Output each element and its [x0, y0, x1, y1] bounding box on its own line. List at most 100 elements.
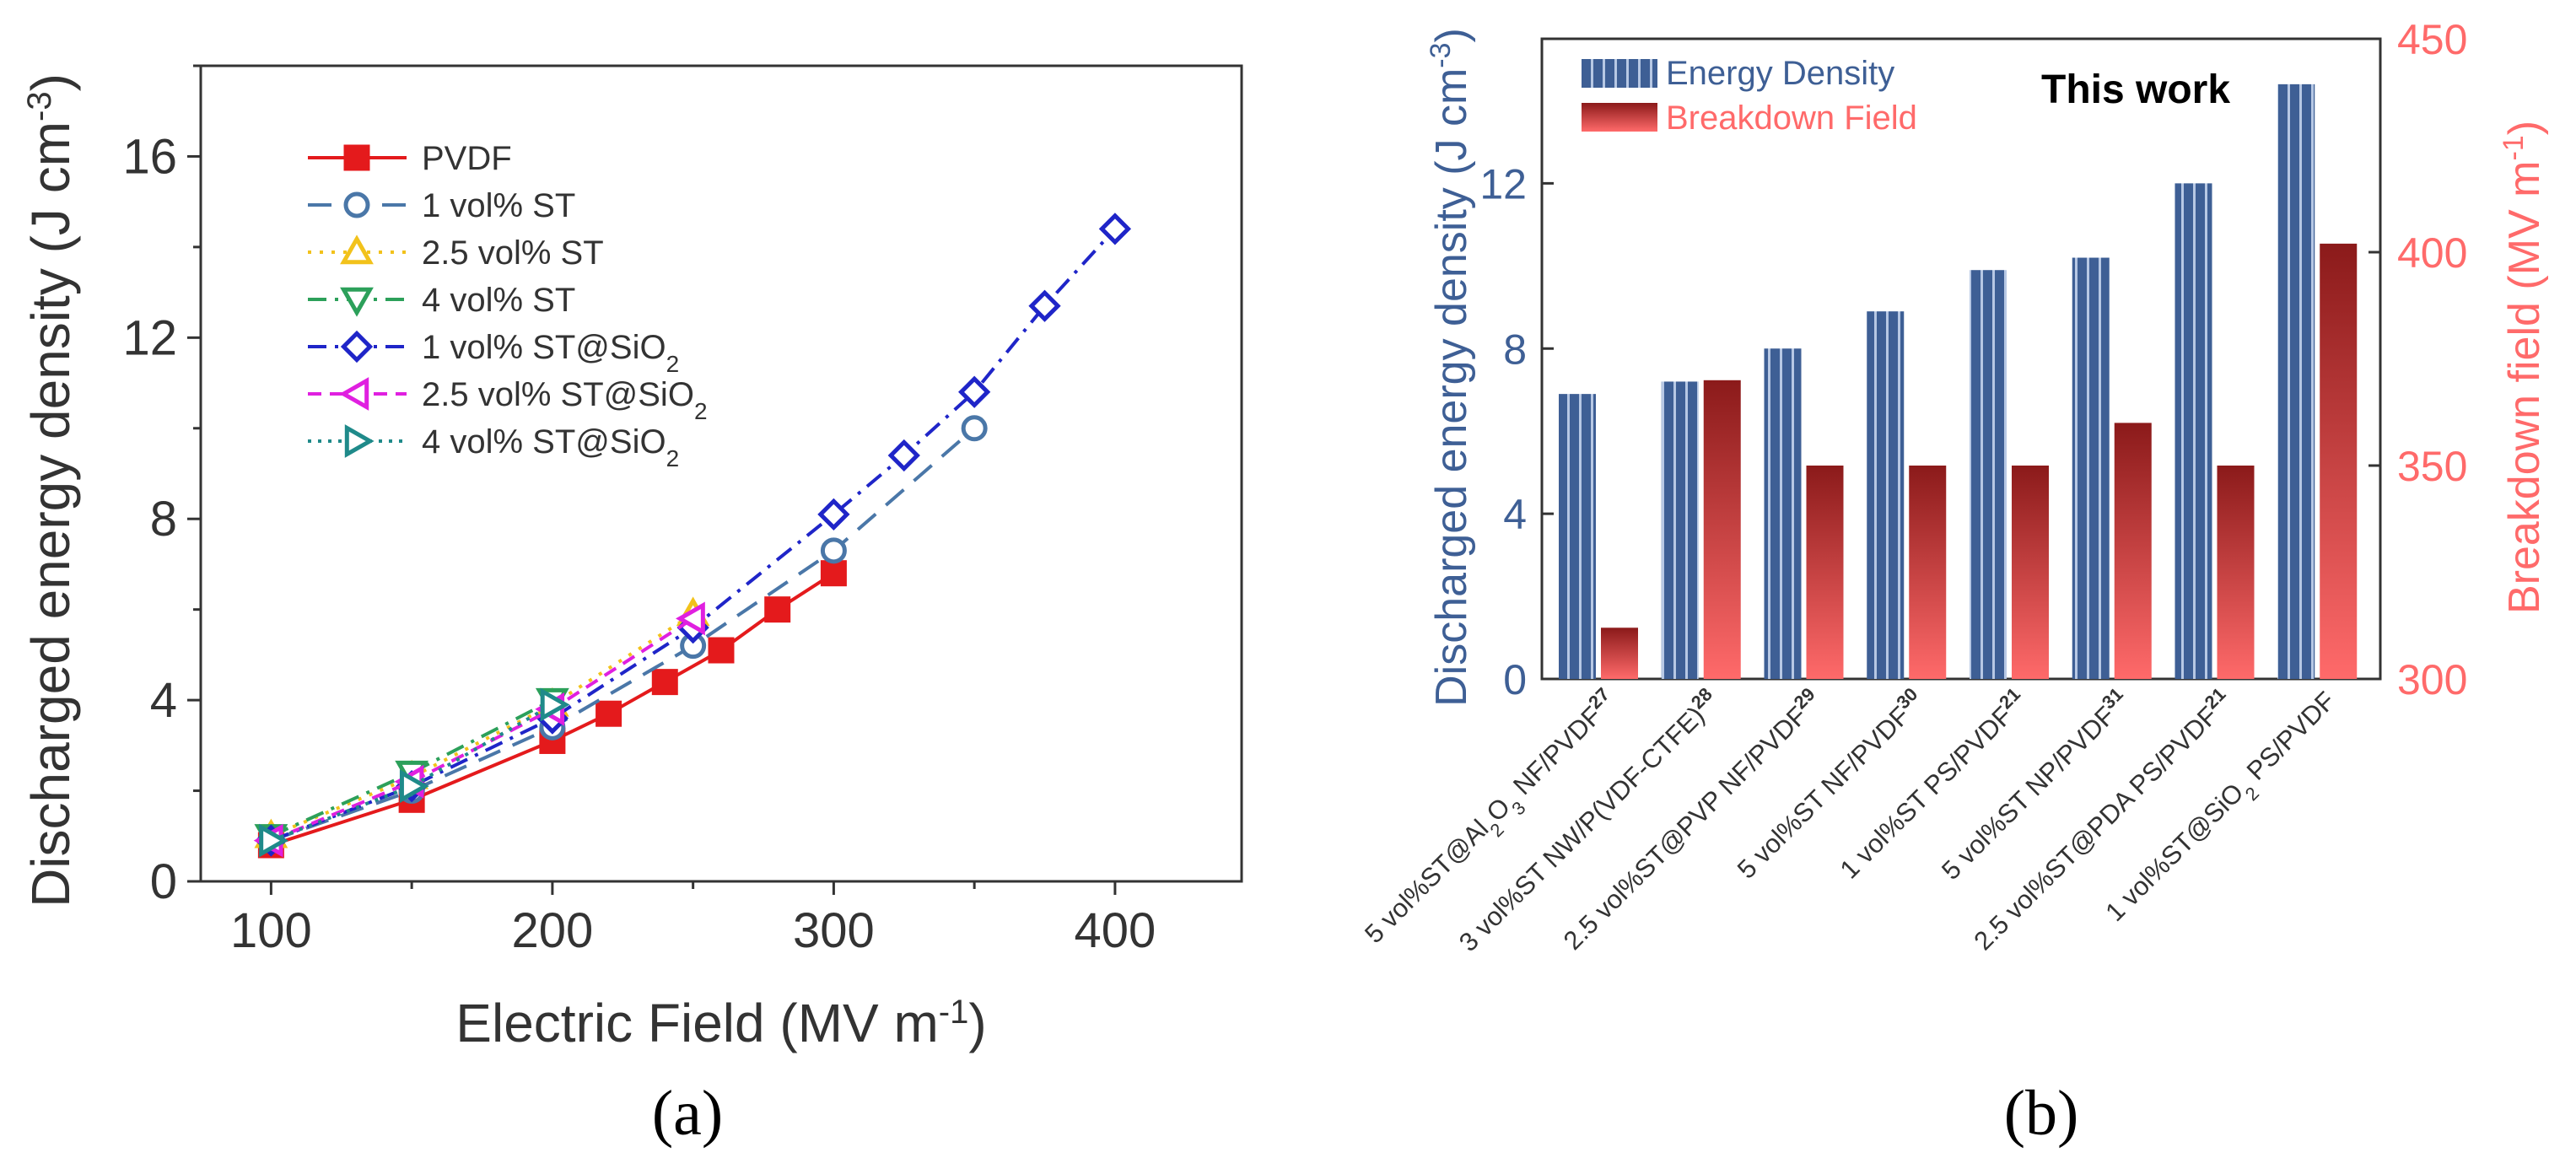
breakdown-field-bar — [1909, 466, 1947, 679]
plot-frame — [199, 64, 1243, 883]
data-point — [399, 769, 429, 804]
y-tick-label: 16 — [122, 129, 177, 184]
legend-label: 2.5 vol% ST — [422, 234, 604, 272]
x-tick-label: 100 — [230, 903, 312, 958]
data-point — [887, 439, 920, 472]
energy-density-bar — [2277, 83, 2315, 680]
data-point — [651, 669, 678, 696]
legend-marker — [339, 377, 369, 411]
y-axis-label-text: Discharged energy density (J cm — [1427, 68, 1476, 707]
legend-swatch-energy — [1582, 59, 1657, 88]
series-4 — [255, 213, 1132, 857]
legend-label-main: 4 vol% ST@SiO — [422, 423, 666, 461]
series-5 — [253, 601, 705, 858]
legend-label-main: PVDF — [422, 140, 512, 177]
energy-density-bar — [1970, 270, 2007, 679]
y-axis-label-end: ) — [1427, 28, 1476, 42]
category-label-part: NF/PVDF — [1502, 701, 1608, 806]
data-point — [540, 687, 570, 722]
energy-density-bar — [1867, 311, 1905, 679]
series-line — [270, 228, 1117, 843]
y-axis-label-sup: -3 — [21, 91, 58, 121]
energy-density-bar — [2175, 183, 2212, 680]
energy-density-bar — [2072, 257, 2110, 679]
x-tick-label: 300 — [793, 903, 875, 958]
y-tick-label: 12 — [122, 310, 177, 365]
y-tick-label: 4 — [150, 673, 177, 728]
breakdown-field-bar — [1806, 466, 1844, 679]
x-axis-label-sup: -1 — [939, 994, 969, 1031]
data-point — [820, 560, 847, 587]
y2-axis-label-sup: -1 — [2498, 135, 2530, 160]
y2-tick-label: 400 — [2397, 229, 2467, 277]
category-label-part: O — [1480, 792, 1516, 827]
x-tick-label: 200 — [512, 903, 594, 958]
x-tick-label: 400 — [1075, 903, 1156, 958]
data-point — [817, 498, 850, 531]
y-tick-label: 4 — [1503, 491, 1527, 538]
legend-label-main: 1 vol% ST — [422, 187, 575, 224]
data-point — [595, 700, 622, 727]
plot-frame — [1540, 37, 2382, 681]
data-point — [259, 823, 289, 858]
data-point — [958, 375, 991, 408]
legend-marker — [343, 144, 370, 171]
legend-label-energy: Energy Density — [1666, 55, 1894, 92]
legend-label-main: 1 vol% ST@SiO — [422, 329, 666, 366]
energy-density-bar — [1661, 381, 1699, 679]
legend-label: 4 vol% ST@SiO2 — [422, 423, 679, 471]
legend-label-main: 2.5 vol% ST — [422, 234, 604, 272]
legend-label-main: 2.5 vol% ST@SiO — [422, 376, 694, 413]
panel-label-a: (a) — [652, 1078, 723, 1149]
legend-marker — [340, 330, 374, 364]
legend-label-sub: 2 — [666, 445, 680, 471]
legend-marker — [343, 191, 370, 218]
series-line — [270, 427, 976, 843]
legend: PVDF 1 vol% ST 2.5 vol% ST 4 vol% ST 1 vol% … — [308, 140, 708, 471]
category-label-part: PS/PVDF — [2236, 686, 2342, 791]
x-axis-label-text: Electric Field (MV m — [455, 993, 939, 1053]
legend-label-sub: 2 — [694, 398, 708, 424]
energy-density-bar — [1764, 348, 1802, 679]
y-tick-label: 8 — [150, 492, 177, 547]
breakdown-field-bar — [1601, 627, 1638, 679]
y-axis-label-end: ) — [20, 73, 81, 91]
category-label: 1 vol%ST@SiO2 PS/PVDF — [2099, 686, 2347, 933]
annotation-this-work: This work — [2041, 67, 2230, 112]
y2-axis-label-end: ) — [2500, 121, 2549, 135]
category-label: 5 vol%ST NF/PVDF30 — [1729, 683, 1931, 885]
legend-label-breakdown: Breakdown Field — [1666, 100, 1917, 137]
y2-tick-label: 450 — [2397, 16, 2467, 63]
category-label-part: 5 vol%ST NP/PVDF — [1936, 701, 2121, 886]
y-tick-label: 0 — [150, 854, 177, 909]
data-point — [820, 537, 847, 564]
series-3 — [254, 687, 569, 854]
category-label: 1 vol%ST PS/PVDF21 — [1831, 683, 2033, 885]
series-6 — [259, 687, 570, 858]
data-point — [764, 596, 791, 623]
y-tick-label: 12 — [1479, 160, 1527, 207]
series-line — [270, 698, 553, 838]
breakdown-field-bar — [2320, 243, 2358, 679]
legend-label: 4 vol% ST — [422, 282, 575, 319]
data-point — [708, 637, 735, 664]
legend-label: 2.5 vol% ST@SiO2 — [422, 376, 708, 424]
legend: Energy Density Breakdown Field — [1582, 55, 1917, 137]
y-tick-label: 8 — [1503, 326, 1527, 373]
breakdown-field-bar — [1703, 380, 1741, 679]
legend-label: 1 vol% ST — [422, 187, 575, 224]
y2-tick-label: 300 — [2397, 656, 2467, 703]
legend-label: 1 vol% ST@SiO2 — [422, 329, 679, 377]
legend-label-main: 4 vol% ST — [422, 282, 575, 319]
series-line — [270, 612, 694, 838]
panel-label-b: (b) — [2004, 1078, 2079, 1149]
y2-axis-label: Breakdown field (MV m-1) — [2498, 121, 2549, 614]
breakdown-field-bar — [2114, 423, 2152, 679]
data-point — [676, 601, 705, 636]
legend-label: PVDF — [422, 140, 512, 177]
y-axis-label-sup: -3 — [1425, 42, 1457, 67]
y2-tick-label: 350 — [2397, 443, 2467, 490]
series-2 — [254, 596, 710, 848]
